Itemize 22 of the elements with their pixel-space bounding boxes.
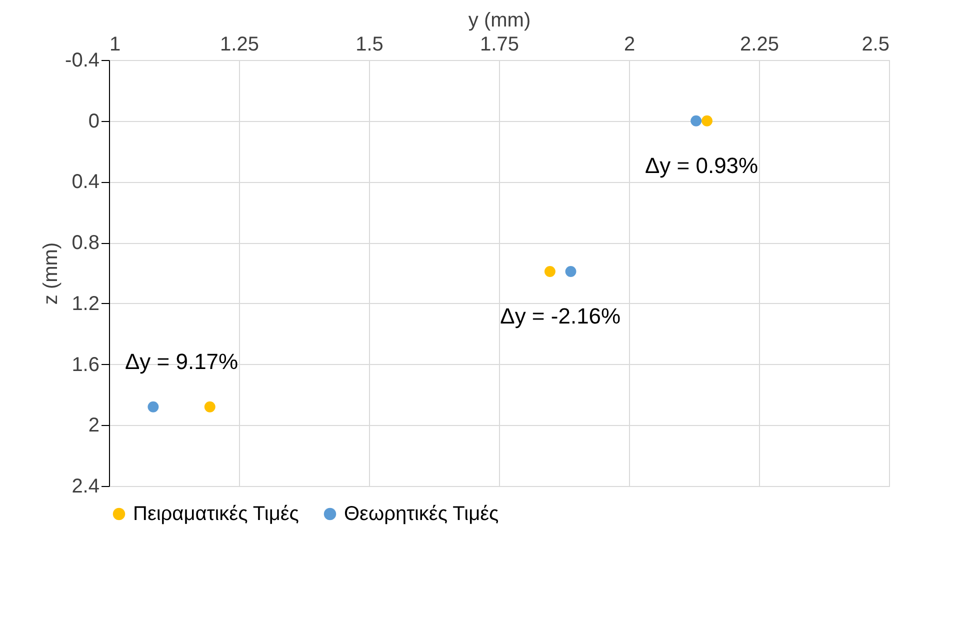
x-tick-label: 2.5 xyxy=(862,34,890,56)
y-axis-title: z (mm) xyxy=(40,242,62,305)
y-tick-label: 1.6 xyxy=(72,354,100,376)
x-tick-label: 1.75 xyxy=(480,34,519,56)
legend-label: Πειραματικές Τιμές xyxy=(133,503,300,525)
annotation: Δy = -2.16% xyxy=(500,303,621,328)
annotation: Δy = 9.17% xyxy=(124,348,238,374)
y-tick-label: 0 xyxy=(88,110,100,132)
x-tick-label: 2.25 xyxy=(740,34,779,56)
y-tick-label: 0.4 xyxy=(72,171,100,194)
x-tick-label: 1.5 xyxy=(356,34,384,56)
annotation: Δy = 0.93% xyxy=(644,152,758,178)
x-tick-label: 2 xyxy=(624,34,636,56)
x-axis-title: y (mm) xyxy=(468,10,531,32)
x-tick-label: 1.25 xyxy=(220,34,259,56)
y-tick-label: 0.8 xyxy=(72,232,100,254)
x-tick-label: 1 xyxy=(110,34,121,56)
y-tick-label: 1.2 xyxy=(72,292,100,315)
y-tick-label: 2.4 xyxy=(72,476,100,498)
y-tick-label: 2 xyxy=(88,414,100,437)
legend-label: Θεωρητικές Τιμές xyxy=(344,503,500,525)
y-tick-label: -0.4 xyxy=(65,50,100,72)
